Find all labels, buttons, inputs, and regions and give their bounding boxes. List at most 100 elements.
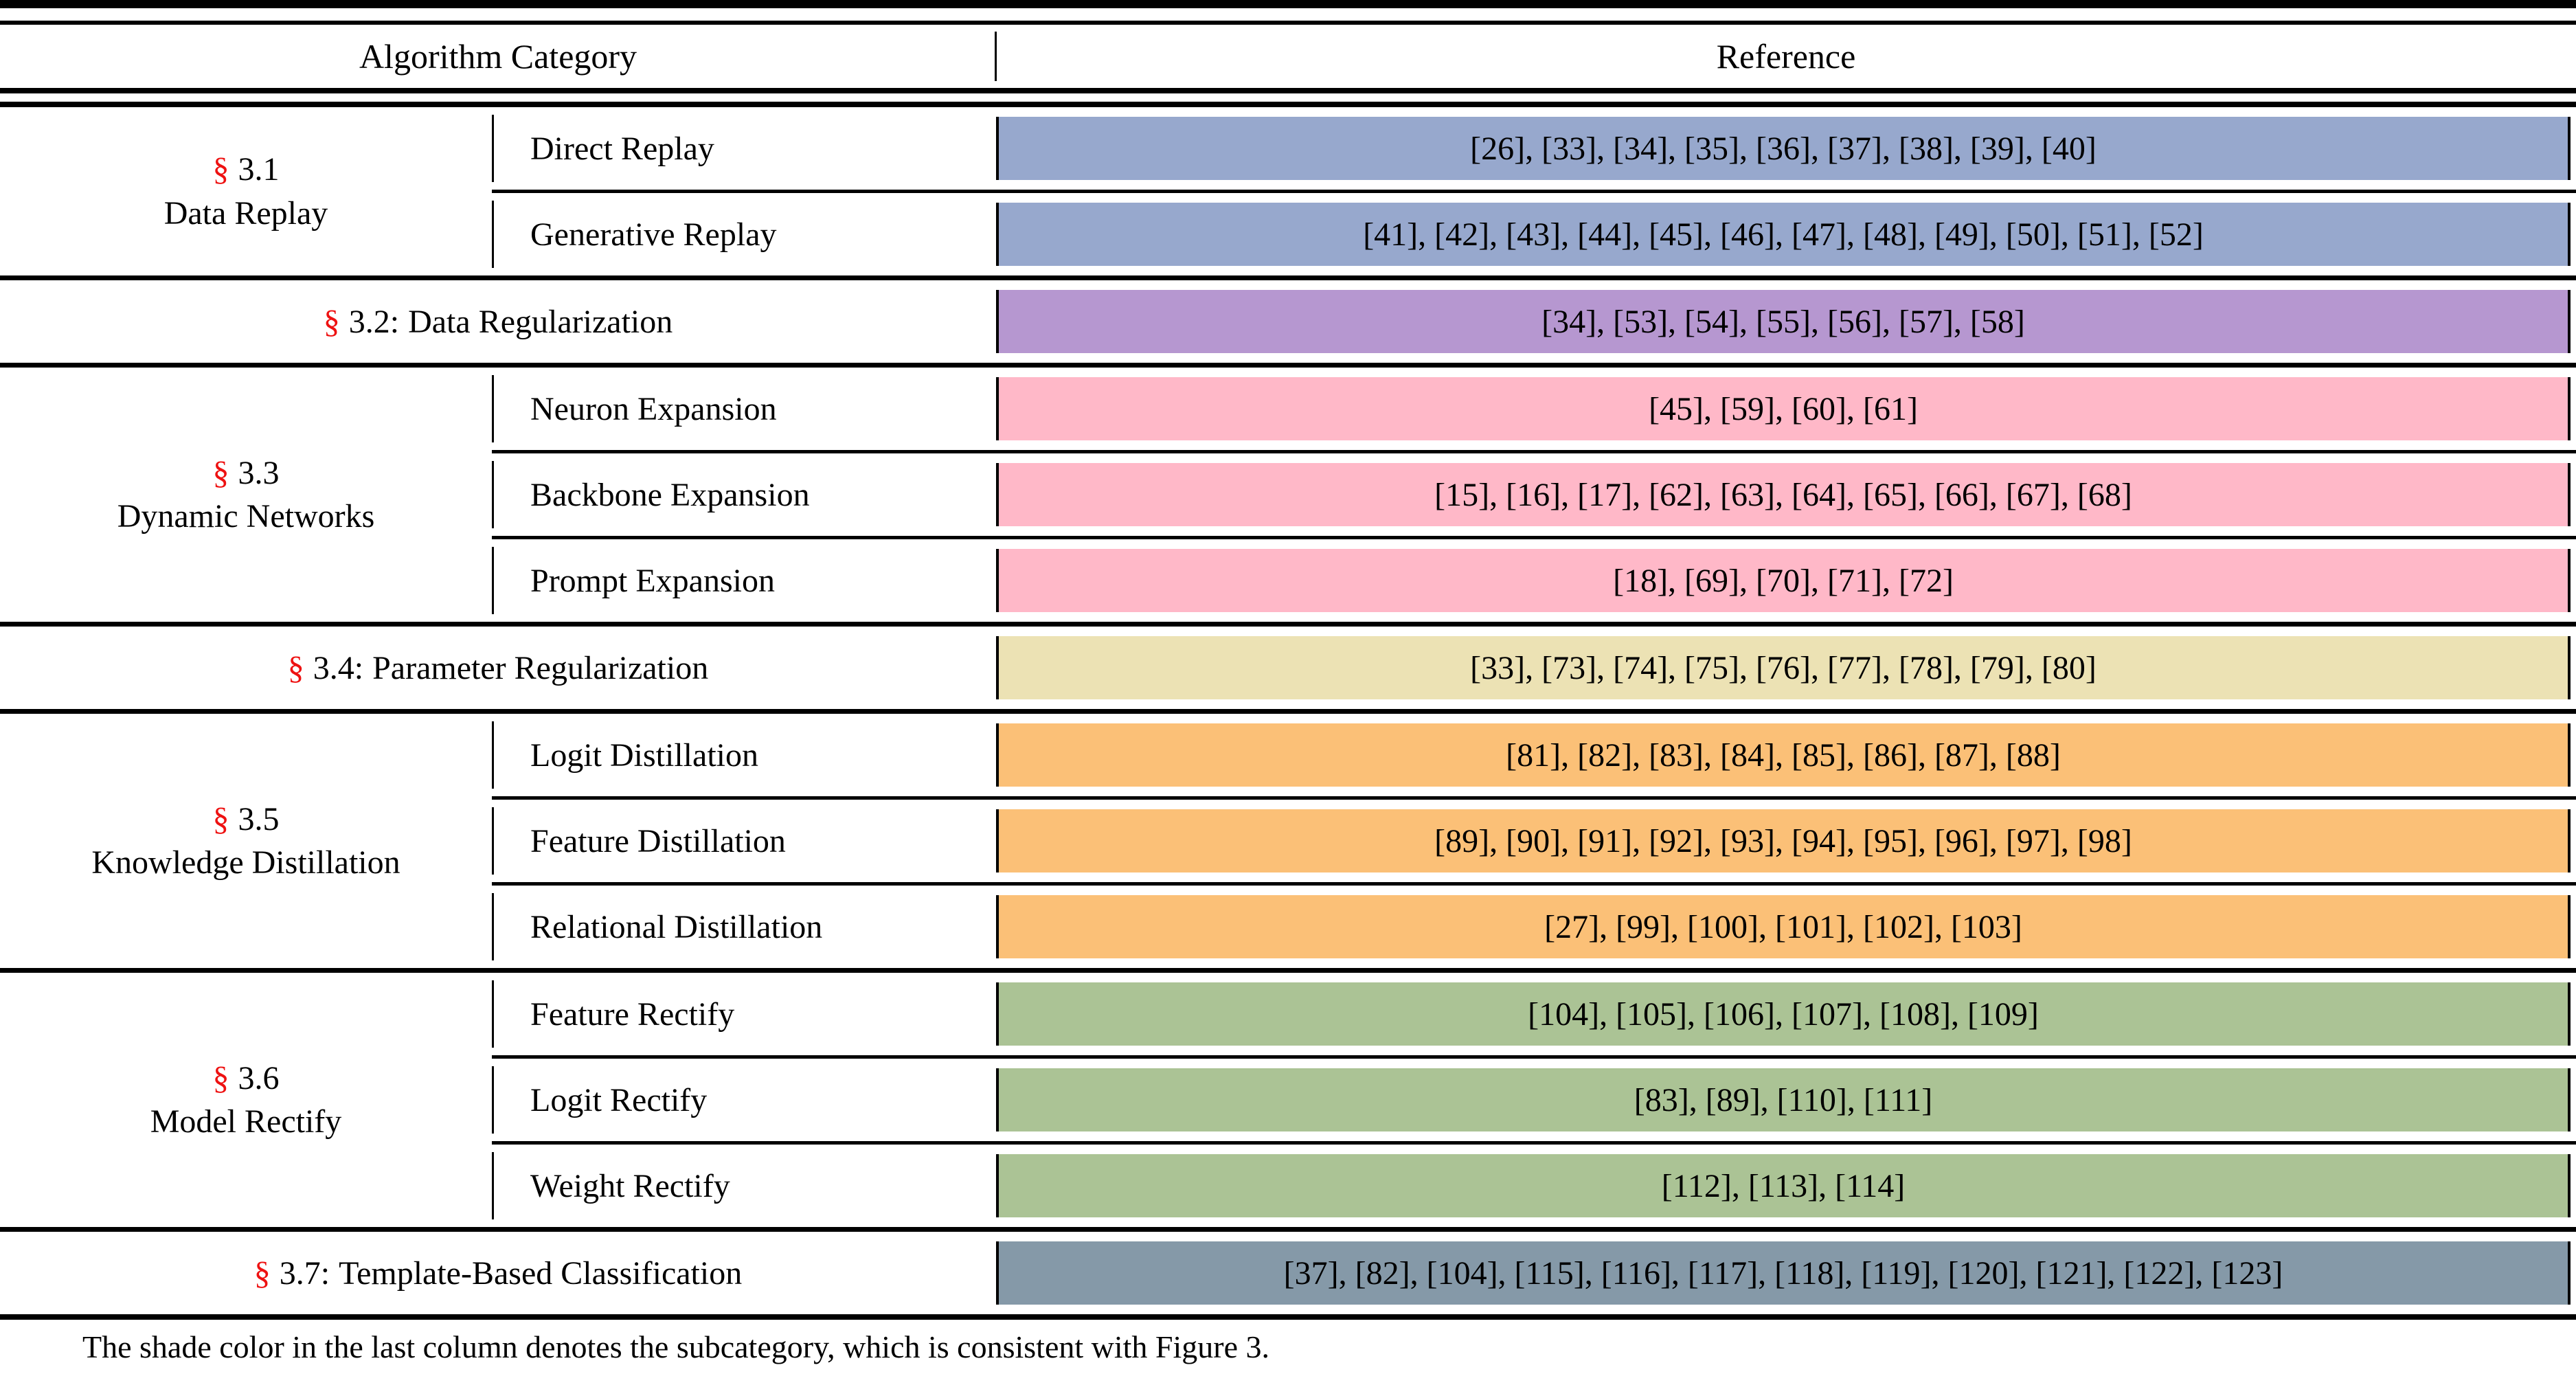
subcategory-label: Logit Distillation — [530, 736, 758, 774]
table-row: Direct Replay [26], [33], [34], [35], [3… — [492, 107, 2576, 190]
reference-list: [112], [113], [114] — [1661, 1167, 1906, 1204]
reference-bar: [33], [73], [74], [75], [76], [77], [78]… — [996, 636, 2571, 699]
subcategory-label: Logit Rectify — [530, 1081, 708, 1118]
subcategory-label: Backbone Expansion — [530, 476, 810, 513]
section-knowledge-distillation: § 3.5 Knowledge Distillation Logit Distil… — [0, 714, 2576, 968]
section-rule — [0, 968, 2576, 973]
category-number-line: § 3.1 — [213, 148, 280, 191]
subcategory-label: Prompt Expansion — [530, 562, 775, 599]
row-divider — [492, 1066, 494, 1134]
section-number: 3.2: — [348, 303, 400, 340]
reference-bar: [18], [69], [70], [71], [72] — [996, 549, 2571, 612]
subcategory-label: Weight Rectify — [530, 1167, 730, 1204]
table-header-row: Algorithm Category Reference — [0, 25, 2576, 88]
category-cell: § 3.4: Parameter Regularization — [0, 627, 996, 709]
category-cell: § 3.5 Knowledge Distillation — [0, 714, 492, 968]
reference-list: [89], [90], [91], [92], [93], [94], [95]… — [1434, 822, 2132, 859]
reference-bar: [112], [113], [114] — [996, 1154, 2571, 1217]
category-name: Parameter Regularization — [372, 649, 709, 686]
row-divider — [492, 201, 494, 268]
header-algorithm-category: Algorithm Category — [359, 37, 637, 76]
section-mark: § — [212, 800, 229, 837]
reference-list: [26], [33], [34], [35], [36], [37], [38]… — [1470, 130, 2097, 167]
header-bottom-rule-thin — [0, 102, 2576, 107]
category-name: Dynamic Networks — [117, 498, 375, 534]
section-template-based-classification: § 3.7: Template-Based Classification [37],… — [0, 1232, 2576, 1314]
section-rule — [0, 363, 2576, 368]
subcategory-label: Direct Replay — [530, 130, 714, 167]
reference-bar: [37], [82], [104], [115], [116], [117], … — [996, 1241, 2571, 1305]
section-rule — [0, 709, 2576, 714]
table-bottom-rule — [0, 1314, 2576, 1320]
section-rule — [0, 275, 2576, 280]
reference-bar: [83], [89], [110], [111] — [996, 1068, 2571, 1131]
reference-bar: [81], [82], [83], [84], [85], [86], [87]… — [996, 723, 2571, 787]
category-name: Data Regularization — [408, 303, 673, 340]
section-parameter-regularization: § 3.4: Parameter Regularization [33], [73]… — [0, 627, 2576, 709]
row-divider — [492, 1152, 494, 1219]
table-row: Relational Distillation [27], [99], [100… — [492, 882, 2576, 968]
reference-bar: [89], [90], [91], [92], [93], [94], [95]… — [996, 809, 2571, 872]
category-cell: § 3.2: Data Regularization — [0, 280, 996, 363]
table-row: Backbone Expansion [15], [16], [17], [62… — [492, 450, 2576, 536]
reference-list: [104], [105], [106], [107], [108], [109] — [1528, 995, 2039, 1033]
section-number: 3.4: — [313, 649, 364, 686]
category-cell: § 3.1 Data Replay — [0, 107, 492, 275]
section-number: 3.3 — [238, 454, 280, 491]
reference-list: [45], [59], [60], [61] — [1649, 390, 1918, 427]
header-reference: Reference — [1716, 37, 1856, 76]
reference-list: [81], [82], [83], [84], [85], [86], [87]… — [1506, 736, 2061, 774]
rule-gap — [0, 93, 2576, 102]
subcategory-rows: Feature Rectify [104], [105], [106], [10… — [492, 973, 2576, 1227]
table-top-rule — [0, 0, 2576, 8]
section-mark: § — [287, 649, 304, 686]
reference-bar: [15], [16], [17], [62], [63], [64], [65]… — [996, 463, 2571, 526]
category-number-line: § 3.6 — [213, 1057, 280, 1100]
row-divider — [492, 893, 494, 960]
section-number: 3.6 — [238, 1059, 280, 1096]
section-dynamic-networks: § 3.3 Dynamic Networks Neuron Expansion [… — [0, 368, 2576, 622]
section-mark: § — [212, 1059, 229, 1096]
subcategory-rows: Neuron Expansion [45], [59], [60], [61] … — [492, 368, 2576, 622]
category-name: Model Rectify — [150, 1103, 342, 1140]
row-divider — [492, 461, 494, 528]
section-number: 3.1 — [238, 151, 280, 188]
table-top-rule-thin — [0, 21, 2576, 25]
reference-list: [37], [82], [104], [115], [116], [117], … — [1283, 1254, 2283, 1292]
category-cell: § 3.3 Dynamic Networks — [0, 368, 492, 622]
table-row: Logit Rectify [83], [89], [110], [111] — [492, 1055, 2576, 1141]
category-name: Data Replay — [163, 194, 328, 232]
row-divider — [492, 721, 494, 789]
row-divider — [492, 115, 494, 182]
subcategory-label: Feature Distillation — [530, 822, 786, 859]
category-number-line: § 3.3 — [213, 451, 280, 495]
section-data-regularization: § 3.2: Data Regularization [34], [53], [54… — [0, 280, 2576, 363]
reference-bar: [104], [105], [106], [107], [108], [109] — [996, 982, 2571, 1046]
table-footnote: The shade color in the last column denot… — [82, 1329, 1270, 1364]
row-divider — [492, 547, 494, 614]
section-rule — [0, 622, 2576, 627]
subcategory-rows: Direct Replay [26], [33], [34], [35], [3… — [492, 107, 2576, 275]
reference-bar: [26], [33], [34], [35], [36], [37], [38]… — [996, 117, 2571, 180]
section-rule — [0, 1227, 2576, 1232]
table-row: Feature Rectify [104], [105], [106], [10… — [492, 973, 2576, 1055]
table-row: Generative Replay [41], [42], [43], [44]… — [492, 190, 2576, 275]
section-model-rectify: § 3.6 Model Rectify Feature Rectify [104]… — [0, 973, 2576, 1227]
section-mark: § — [212, 454, 229, 491]
category-cell: § 3.6 Model Rectify — [0, 973, 492, 1227]
section-number: 3.7: — [279, 1254, 330, 1292]
section-data-replay: § 3.1 Data Replay Direct Replay [26], [33… — [0, 107, 2576, 275]
table-row: Logit Distillation [81], [82], [83], [84… — [492, 714, 2576, 796]
reference-bar: [41], [42], [43], [44], [45], [46], [47]… — [996, 203, 2571, 266]
section-mark: § — [323, 303, 340, 340]
reference-list: [27], [99], [100], [101], [102], [103] — [1544, 908, 2022, 945]
reference-list: [33], [73], [74], [75], [76], [77], [78]… — [1470, 649, 2097, 686]
reference-list: [34], [53], [54], [55], [56], [57], [58] — [1541, 303, 2025, 340]
section-mark: § — [253, 1254, 271, 1292]
header-column-divider — [995, 32, 997, 81]
row-divider — [492, 980, 494, 1048]
subcategory-label: Feature Rectify — [530, 995, 735, 1033]
category-number-line: § 3.5 — [213, 798, 280, 841]
table-row: Prompt Expansion [18], [69], [70], [71],… — [492, 536, 2576, 622]
